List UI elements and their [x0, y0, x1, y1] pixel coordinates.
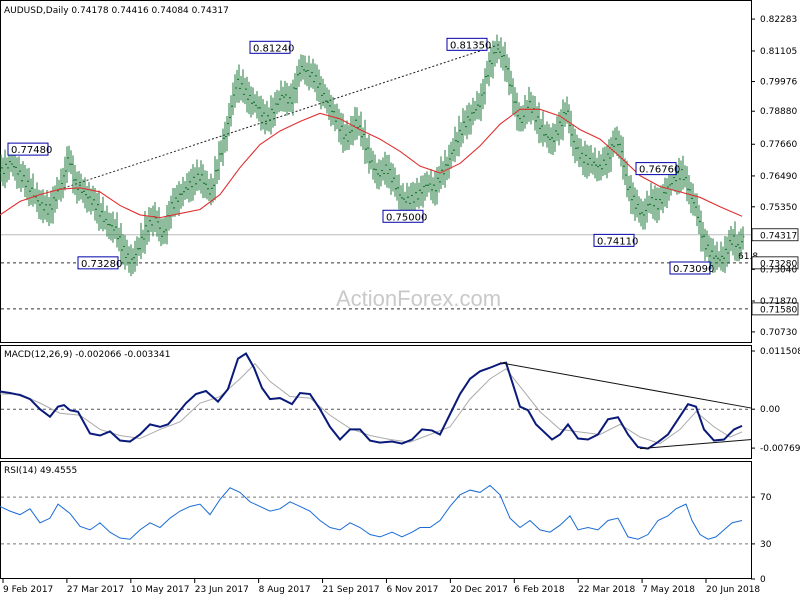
price-annotation-box-4 [77, 256, 119, 270]
x-tick-label: 23 Jun 2017 [195, 585, 249, 595]
x-tick-label: 7 May 2018 [642, 585, 695, 595]
macd-trendline-1 [639, 439, 753, 450]
level-tag-0: 0.73280 [760, 259, 797, 269]
fib-label: 61.8 [738, 252, 758, 262]
x-tick-label: 22 Mar 2018 [578, 585, 635, 595]
macd-y-tick-label: -0.007694 [760, 444, 800, 454]
price-annotation-4: 0.73280 [81, 259, 122, 270]
level-tag-2: 0.74317 [760, 231, 797, 241]
macd-trendline-0 [499, 362, 753, 409]
price-annotation-0: 0.77480 [11, 145, 52, 156]
trendline-dotted [59, 43, 501, 190]
rsi-panel-frame [0, 461, 752, 579]
x-tick-label: 6 Nov 2017 [386, 585, 438, 595]
watermark: ActionForex.com [336, 286, 501, 311]
price-annotation-3: 0.75000 [386, 212, 427, 223]
price-annotation-1: 0.81240 [253, 43, 294, 54]
level-tag-box-2 [751, 228, 799, 242]
x-tick-label: 27 Mar 2017 [67, 585, 124, 595]
macd-panel-frame [0, 345, 752, 459]
price-y-tick-label: 0.73040 [760, 265, 797, 275]
rsi-line [0, 484, 743, 540]
level-tag-1: 0.71580 [760, 305, 797, 315]
price-panel-title: AUDUSD,Daily 0.74178 0.74416 0.74084 0.7… [4, 6, 229, 16]
price-y-tick-label: 0.71870 [760, 297, 797, 307]
price-annotation-7: 0.73090 [673, 264, 714, 275]
moving-average-line [0, 108, 743, 219]
price-annotation-5: 0.76760 [639, 165, 680, 176]
level-tag-box-0 [751, 256, 799, 270]
price-y-tick-label: 0.79976 [760, 78, 797, 88]
macd-panel [0, 352, 753, 450]
macd-line [0, 352, 743, 450]
price-annotation-box-5 [635, 162, 677, 176]
price-annotation-box-7 [669, 261, 711, 275]
price-y-tick-label: 0.75350 [760, 203, 797, 213]
price-annotation-box-0 [7, 142, 49, 156]
macd-signal-line [0, 362, 743, 445]
price-annotation-box-2 [446, 37, 488, 51]
x-tick-label: 20 Jun 2018 [706, 585, 760, 595]
price-panel: 0.77480 0.81240 0.81350 0.75000 0.73280 0.767… [0, 34, 758, 310]
price-y-tick-label: 0.70730 [760, 328, 797, 338]
x-tick-label: 6 Feb 2018 [514, 585, 565, 595]
macd-panel-title: MACD(12,26,9) -0.002066 -0.003341 [4, 350, 170, 360]
price-y-tick-label: 0.77660 [760, 140, 797, 150]
price-y-tick-label: 0.82283 [760, 15, 797, 25]
y-axis-labels: 0.73280 0.71580 0.74317 0.82283 0.81105 0.799… [751, 15, 800, 585]
price-annotation-6: 0.74110 [597, 236, 638, 247]
price-annotation-box-6 [593, 233, 635, 247]
rsi-panel-title: RSI(14) 49.4555 [4, 466, 77, 476]
x-tick-label: 20 Dec 2017 [450, 585, 508, 595]
x-tick-label: 9 Feb 2017 [3, 585, 53, 595]
x-tick-label: 10 May 2017 [131, 585, 190, 595]
price-y-tick-label: 0.78880 [760, 107, 797, 117]
price-y-tick-label: 0.76490 [760, 172, 797, 182]
x-tick-label: 21 Sep 2017 [323, 585, 380, 595]
price-y-tick-label: 0.81105 [760, 47, 797, 57]
x-axis-labels: 9 Feb 2017 27 Mar 2017 10 May 2017 23 Jun 2… [2, 579, 760, 595]
rsi-panel [0, 484, 751, 545]
rsi-y-tick-label: 70 [760, 493, 772, 503]
price-annotation-box-1 [249, 40, 291, 54]
price-annotation-2: 0.81350 [450, 40, 491, 51]
price-annotation-box-3 [382, 209, 424, 223]
rsi-y-tick-label: 0 [760, 575, 766, 585]
x-tick-label: 8 Aug 2017 [259, 585, 311, 595]
rsi-y-tick-label: 30 [760, 540, 772, 550]
level-tag-box-1 [751, 302, 799, 316]
macd-y-tick-label: 0.00 [760, 405, 780, 415]
macd-y-tick-label: 0.011508 [760, 347, 800, 357]
price-panel-frame [0, 0, 752, 343]
